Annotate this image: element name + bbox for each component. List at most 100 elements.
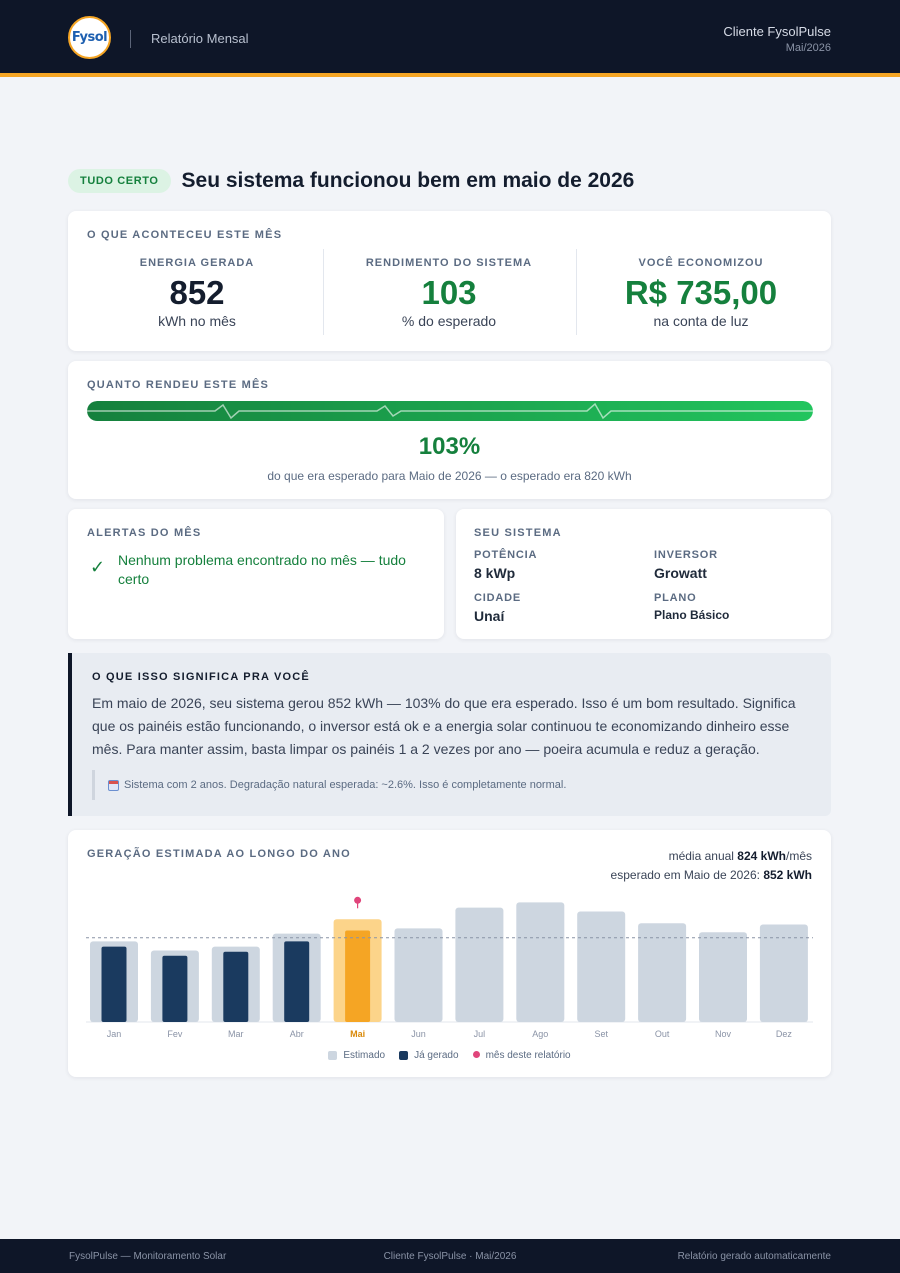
bar-estimated <box>394 928 443 1022</box>
annual-value: 824 kWh <box>737 849 786 863</box>
calendar-icon <box>108 779 119 791</box>
chart-legend: Estimado Já gerado mês deste relatório <box>68 1050 831 1061</box>
metric-value: 852 <box>169 274 225 311</box>
x-tick-label: Mai <box>350 1029 365 1039</box>
x-tick-label: Dez <box>776 1029 793 1039</box>
system-plan: PLANO Plano Básico <box>654 592 729 622</box>
chart-card: GERAÇÃO ESTIMADA AO LONGO DO ANO média a… <box>68 830 831 1077</box>
performance-title: QUANTO RENDEU ESTE MÊS <box>87 379 270 391</box>
system-card: SEU SISTEMA POTÊNCIA 8 kWp INVERSOR Grow… <box>456 509 831 639</box>
meaning-note-text: Sistema com 2 anos. Degradação natural e… <box>124 779 567 791</box>
x-tick-label: Mar <box>228 1029 244 1039</box>
page-footer: FysolPulse — Monitoramento Solar Cliente… <box>0 1239 900 1273</box>
chart-annual-average: média anual 824 kWh/mês <box>669 849 812 863</box>
bar-generated <box>162 955 188 1022</box>
page-header: Fysol Relatório Mensal Cliente FysolPuls… <box>0 0 900 77</box>
x-tick-label: Fev <box>167 1029 183 1039</box>
system-label: INVERSOR <box>654 549 718 561</box>
chart-expected: esperado em Maio de 2026: 852 kWh <box>611 868 812 882</box>
x-tick-label: Jan <box>107 1029 122 1039</box>
metric-unit: % do esperado <box>401 313 497 329</box>
system-value: Plano Básico <box>654 608 730 622</box>
legend-estimated: Estimado <box>328 1050 385 1061</box>
check-icon: ✓ <box>90 557 106 577</box>
metric-value: 103 <box>421 274 477 311</box>
status-row: TUDO CERTO Seu sistema funcionou bem em … <box>68 166 634 196</box>
legend-current-month: mês deste relatório <box>472 1050 571 1061</box>
bar-estimated <box>516 902 565 1022</box>
meaning-note: Sistema com 2 anos. Degradação natural e… <box>92 770 817 800</box>
report-date: Mai/2026 <box>785 42 831 54</box>
system-title: SEU SISTEMA <box>474 527 562 539</box>
metric-label: VOCÊ ECONOMIZOU <box>638 257 764 269</box>
system-city: CIDADE Unaí <box>474 592 521 624</box>
system-label: PLANO <box>654 592 697 604</box>
legend-swatch <box>328 1051 338 1060</box>
bar-generated <box>223 951 249 1022</box>
system-value: Growatt <box>654 565 707 581</box>
performance-bar <box>87 401 813 421</box>
legend-label: Já gerado <box>414 1050 459 1061</box>
system-label: POTÊNCIA <box>474 549 538 561</box>
metric-label: RENDIMENTO DO SISTEMA <box>365 257 533 269</box>
metric-label: ENERGIA GERADA <box>139 257 255 269</box>
status-badge: TUDO CERTO <box>68 169 171 193</box>
alerts-card: ALERTAS DO MÊS ✓ Nenhum problema encontr… <box>68 509 444 639</box>
summary-title: O QUE ACONTECEU ESTE MÊS <box>87 229 283 241</box>
fysol-logo: Fysol <box>68 16 111 59</box>
meaning-text: Em maio de 2026, seu sistema gerou 852 k… <box>92 695 796 757</box>
pin-icon <box>354 896 362 904</box>
x-tick-label: Jun <box>411 1029 426 1039</box>
metric-unit: na conta de luz <box>653 313 749 329</box>
expected-prefix: esperado em Maio de 2026: <box>610 868 764 882</box>
footer-center: Cliente FysolPulse · Mai/2026 <box>383 1251 517 1262</box>
alerts-title: ALERTAS DO MÊS <box>87 527 202 539</box>
bar-estimated <box>577 911 626 1022</box>
chart-title: GERAÇÃO ESTIMADA AO LONGO DO ANO <box>87 848 351 860</box>
metric-yield: RENDIMENTO DO SISTEMA 103 % do esperado <box>322 249 576 335</box>
system-inverter: INVERSOR Growatt <box>654 549 718 581</box>
metric-divider <box>576 249 577 335</box>
generation-chart: Jan Fev Mar Abr Mai Jun Jul Ago Set Out Nov Dez <box>86 896 813 1039</box>
bar-estimated <box>699 932 747 1022</box>
system-power: POTÊNCIA 8 kWp <box>474 549 537 581</box>
footer-left: FysolPulse — Monitoramento Solar <box>69 1251 227 1262</box>
bar-generated <box>101 946 127 1022</box>
system-label: CIDADE <box>474 592 521 604</box>
system-value: Unaí <box>474 608 505 624</box>
performance-percent: 103% <box>418 433 481 460</box>
x-tick-label: Out <box>655 1029 670 1039</box>
metric-value: R$ 735,00 <box>624 274 778 311</box>
bar-estimated <box>455 907 504 1022</box>
client-name: Cliente FysolPulse <box>723 24 831 39</box>
legend-generated: Já gerado <box>399 1050 459 1061</box>
expected-value: 852 kWh <box>763 868 812 882</box>
metric-unit: kWh no mês <box>158 313 236 329</box>
legend-label: mês deste relatório <box>485 1050 571 1061</box>
annual-suffix: /mês <box>785 849 812 863</box>
heartbeat-line-icon <box>87 402 813 420</box>
performance-caption: do que era esperado para Maio de 2026 — … <box>267 469 632 483</box>
legend-swatch <box>399 1051 409 1060</box>
bar-estimated <box>759 924 808 1022</box>
metric-energy: ENERGIA GERADA 852 kWh no mês <box>70 249 324 335</box>
header-divider <box>130 30 131 48</box>
x-tick-label: Ago <box>532 1029 548 1039</box>
system-value: 8 kWp <box>474 565 516 581</box>
meaning-title: O QUE ISSO SIGNIFICA PRA VOCÊ <box>92 671 310 683</box>
page-title: Seu sistema funcionou bem em maio de 202… <box>181 169 635 192</box>
legend-label: Estimado <box>343 1050 386 1061</box>
summary-card: O QUE ACONTECEU ESTE MÊS ENERGIA GERADA … <box>68 211 831 351</box>
report-title: Relatório Mensal <box>151 31 249 46</box>
annual-prefix: média anual <box>668 849 738 863</box>
bar-generated <box>345 930 371 1022</box>
pin-icon <box>472 1051 480 1058</box>
metric-divider <box>323 249 324 335</box>
metric-savings: VOCÊ ECONOMIZOU R$ 735,00 na conta de lu… <box>574 249 828 335</box>
meaning-section: O QUE ISSO SIGNIFICA PRA VOCÊ Em maio de… <box>68 653 831 816</box>
x-tick-label: Abr <box>290 1029 304 1039</box>
bar-estimated <box>638 923 687 1022</box>
x-tick-label: Jul <box>474 1029 486 1039</box>
x-tick-label: Set <box>594 1029 608 1039</box>
performance-card: QUANTO RENDEU ESTE MÊS 103% do que era e… <box>68 361 831 499</box>
